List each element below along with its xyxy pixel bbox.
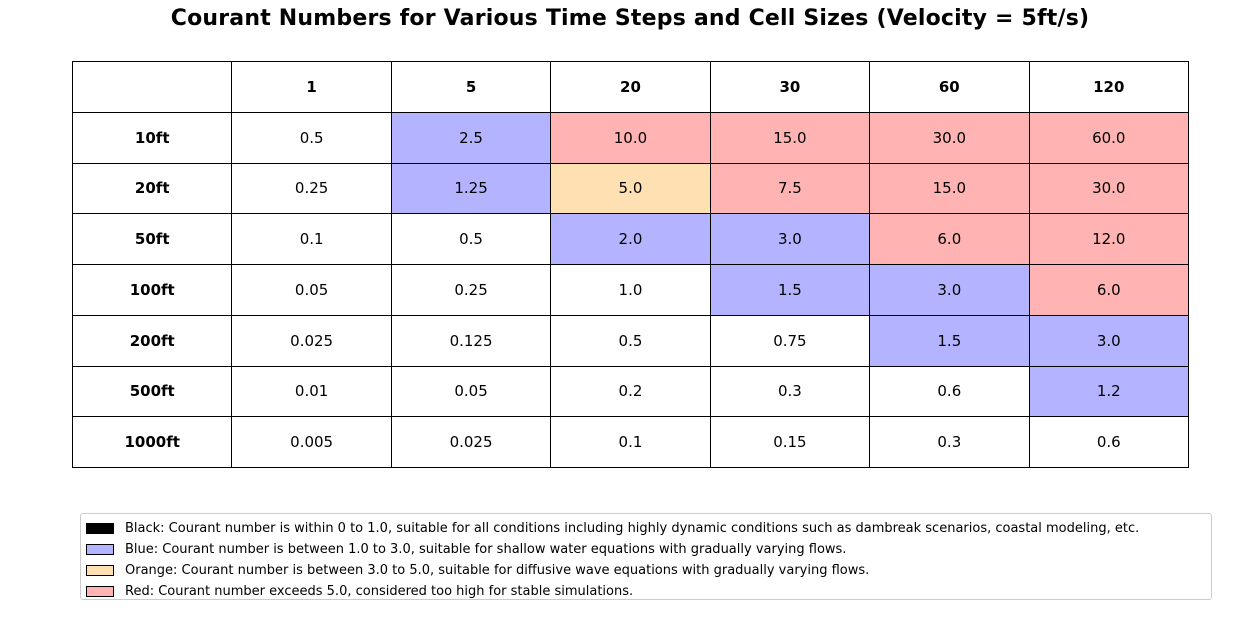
legend: Black: Courant number is within 0 to 1.0… [80,513,1212,600]
table-cell: 5.0 [550,162,711,215]
table-cell: 0.125 [390,314,552,367]
table-cell: 2.0 [550,213,711,265]
column-header: 5 [390,61,552,113]
column-header: 20 [550,61,711,113]
row-header: 500ft [71,365,233,418]
table-cell: 0.3 [709,365,871,418]
row-header: 100ft [71,264,233,316]
table-cell: 0.1 [231,213,392,265]
legend-label: Black: Courant number is within 0 to 1.0… [125,521,1140,536]
table-cell: 0.5 [231,111,392,164]
table-cell: 0.1 [550,416,711,468]
table-cell: 0.025 [231,314,392,367]
table-cell: 1.25 [390,162,552,215]
table-row: 20ft 0.25 1.25 5.0 7.5 15.0 30.0 [71,162,1190,215]
row-header: 200ft [71,314,233,367]
table-cell: 7.5 [709,162,871,215]
table-cell: 0.5 [390,213,552,265]
header-row: 1 5 20 30 60 120 [71,61,1190,113]
table-cell: 1.2 [1028,365,1190,418]
table-cell: 0.6 [1028,416,1190,468]
table-cell: 0.25 [390,264,552,316]
table-row: 100ft 0.05 0.25 1.0 1.5 3.0 6.0 [71,264,1190,316]
table-row: 1000ft 0.005 0.025 0.1 0.15 0.3 0.6 [71,416,1190,468]
table-row: 50ft 0.1 0.5 2.0 3.0 6.0 12.0 [71,213,1190,265]
row-header: 50ft [71,213,233,265]
table-cell: 12.0 [1028,213,1190,265]
column-header: 30 [709,61,871,113]
table-cell: 15.0 [869,162,1030,215]
legend-swatch [86,565,114,576]
table-cell: 0.6 [869,365,1030,418]
table-cell: 0.25 [231,162,392,215]
legend-label: Blue: Courant number is between 1.0 to 3… [125,542,847,557]
row-header: 1000ft [71,416,233,468]
table-cell: 6.0 [1028,264,1190,316]
table-cell: 1.5 [709,264,871,316]
table-cell: 0.025 [390,416,552,468]
column-header: 60 [869,61,1030,113]
courant-table: 1 5 20 30 60 120 10ft 0.5 2.5 10.0 15.0 30.0 60.0 20f… [71,61,1190,468]
table-cell: 1.5 [869,314,1030,367]
legend-item: Red: Courant number exceeds 5.0, conside… [86,581,1211,602]
table-cell: 0.2 [550,365,711,418]
table-row: 500ft 0.01 0.05 0.2 0.3 0.6 1.2 [71,365,1190,418]
legend-swatch [86,523,114,534]
table-cell: 0.3 [869,416,1030,468]
table-cell: 0.01 [231,365,392,418]
table-cell: 0.75 [709,314,871,367]
row-header: 20ft [71,162,233,215]
legend-swatch [86,586,114,597]
table-cell: 2.5 [390,111,552,164]
table-cell: 1.0 [550,264,711,316]
table-row: 10ft 0.5 2.5 10.0 15.0 30.0 60.0 [71,111,1190,164]
legend-item: Orange: Courant number is between 3.0 to… [86,560,1211,581]
table-cell: 0.15 [709,416,871,468]
table-cell: 30.0 [1028,162,1190,215]
table-cell: 30.0 [869,111,1030,164]
table-cell: 3.0 [869,264,1030,316]
table-cell: 60.0 [1028,111,1190,164]
table-cell: 0.05 [231,264,392,316]
table-cell: 0.05 [390,365,552,418]
table-cell: 3.0 [1028,314,1190,367]
row-header: 10ft [71,111,233,164]
table-cell: 6.0 [869,213,1030,265]
legend-swatch [86,544,114,555]
table-cell: 15.0 [709,111,871,164]
column-header: 1 [231,61,392,113]
column-header: 120 [1028,61,1190,113]
table-cell: 10.0 [550,111,711,164]
legend-item: Blue: Courant number is between 1.0 to 3… [86,539,1211,560]
legend-item: Black: Courant number is within 0 to 1.0… [86,518,1211,539]
legend-label: Red: Courant number exceeds 5.0, conside… [125,584,634,599]
corner-cell [71,61,233,113]
table-cell: 0.5 [550,314,711,367]
legend-label: Orange: Courant number is between 3.0 to… [125,563,870,578]
table-row: 200ft 0.025 0.125 0.5 0.75 1.5 3.0 [71,314,1190,367]
table-cell: 0.005 [231,416,392,468]
table-cell: 3.0 [709,213,871,265]
chart-title: Courant Numbers for Various Time Steps a… [170,6,1090,31]
